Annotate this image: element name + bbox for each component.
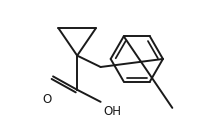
Text: OH: OH xyxy=(104,105,122,118)
Text: O: O xyxy=(42,93,51,106)
